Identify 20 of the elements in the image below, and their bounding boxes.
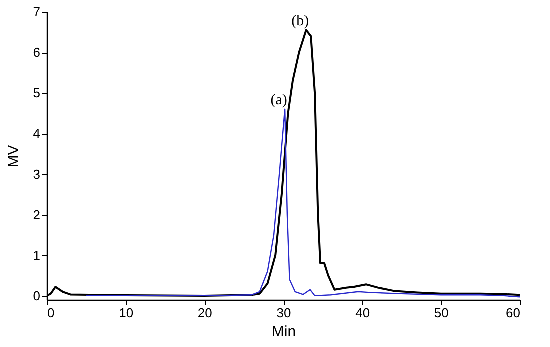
annotation: (b): [292, 13, 310, 30]
x-tick-label: 0: [48, 306, 55, 320]
annotation: (a): [270, 92, 288, 108]
x-tick-label: 30: [276, 306, 292, 320]
y-tick-label: 2: [33, 207, 40, 222]
y-tick-label: 7: [33, 4, 40, 20]
y-tick-label: 4: [33, 126, 40, 142]
x-tick-label: 20: [198, 306, 212, 320]
x-tick-label: 40: [356, 306, 370, 320]
line-series: [86, 108, 520, 298]
x-axis-title: Min: [272, 324, 296, 340]
y-tick-label: 0: [33, 288, 40, 304]
x-tick-label: 50: [434, 306, 449, 320]
x-tick-label: 60: [506, 306, 520, 320]
y-axis-title: MV: [5, 145, 22, 168]
x-tick-label: 10: [119, 306, 134, 320]
y-tick-label: 5: [33, 86, 40, 101]
y-tick-label: 1: [33, 248, 40, 263]
y-tick-label: 3: [33, 166, 40, 182]
y-tick-label: 6: [33, 45, 40, 60]
